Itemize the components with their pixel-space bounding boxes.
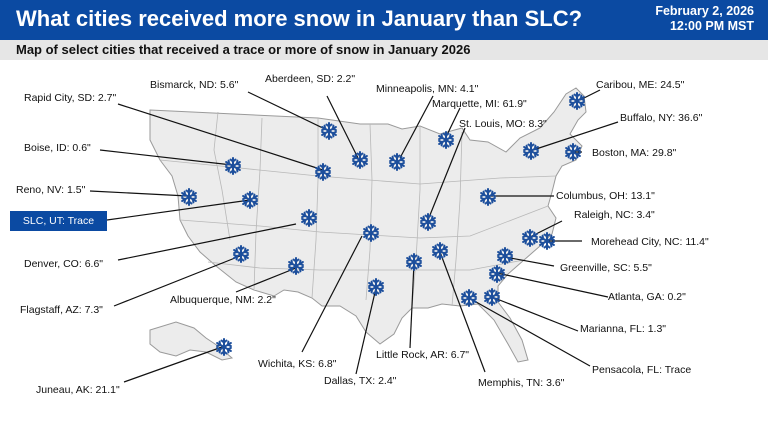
city-label-wichita: Wichita, KS: 6.8": [258, 358, 337, 370]
page-title: What cities received more snow in Januar…: [16, 6, 583, 31]
city-label-slc-highlight: SLC, UT: Trace: [10, 211, 107, 231]
header-bar: [0, 0, 768, 40]
city-label-memphis: Memphis, TN: 3.6": [478, 377, 565, 389]
city-label-flagstaff: Flagstaff, AZ: 7.3": [20, 304, 103, 316]
city-label-boston: Boston, MA: 29.8": [592, 147, 677, 159]
us-landmass: [149, 87, 587, 363]
city-label-boise: Boise, ID: 0.6": [24, 142, 91, 154]
city-labels: Bismarck, ND: 5.6" Aberdeen, SD: 2.2" Mi…: [16, 73, 709, 396]
city-label-atlanta: Atlanta, GA: 0.2": [608, 291, 686, 303]
city-label-marianna: Marianna, FL: 1.3": [580, 323, 666, 335]
city-label-littlerock: Little Rock, AR: 6.7": [376, 349, 469, 361]
city-label-greenville: Greenville, SC: 5.5": [560, 262, 652, 274]
city-label-bismarck: Bismarck, ND: 5.6": [150, 79, 239, 91]
date-time-block: February 2, 2026 12:00 PM MST: [655, 4, 754, 34]
city-label-albuquerque: Albuquerque, NM: 2.2": [170, 294, 276, 306]
leader-lines: [89, 89, 619, 383]
city-label-pensacola: Pensacola, FL: Trace: [592, 364, 691, 376]
city-label-reno: Reno, NV: 1.5": [16, 184, 86, 196]
city-label-caribou: Caribou, ME: 24.5": [596, 79, 685, 91]
subtitle-bar: [0, 40, 768, 60]
city-label-aberdeen: Aberdeen, SD: 2.2": [265, 73, 355, 85]
city-label-minneapolis: Minneapolis, MN: 4.1": [376, 83, 479, 95]
city-label-buffalo: Buffalo, NY: 36.6": [620, 112, 703, 124]
city-label-dallas: Dallas, TX: 2.4": [324, 375, 397, 387]
city-label-denver: Denver, CO: 6.6": [24, 258, 103, 270]
city-label-juneau: Juneau, AK: 21.1": [36, 384, 120, 396]
date-text: February 2, 2026: [655, 4, 754, 18]
map-subtitle: Map of select cities that received a tra…: [16, 42, 471, 57]
city-label-columbus: Columbus, OH: 13.1": [556, 190, 655, 202]
city-label-moreheadcity: Morehead City, NC: 11.4": [591, 236, 709, 248]
time-text: 12:00 PM MST: [669, 19, 754, 33]
city-label-raleigh: Raleigh, NC: 3.4": [574, 209, 655, 221]
city-label-stlouis: St. Louis, MO: 8.3": [459, 118, 547, 130]
city-label-marquette: Marquette, MI: 61.9": [432, 98, 527, 110]
city-label-rapidcity: Rapid City, SD: 2.7": [24, 92, 117, 104]
